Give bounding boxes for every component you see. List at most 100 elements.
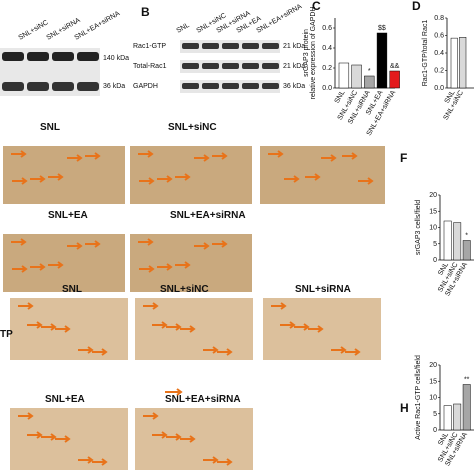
panel-label: SNL+EA+siRNA — [165, 394, 241, 405]
arrow — [280, 321, 296, 329]
bar — [389, 70, 400, 89]
blot-band — [262, 63, 279, 69]
arrow — [203, 456, 219, 464]
arrow — [180, 325, 196, 333]
arrow — [18, 302, 34, 310]
y-tick-label: 0.2 — [322, 65, 332, 72]
arrow — [30, 175, 46, 183]
y-tick-label: 0.6 — [434, 33, 444, 40]
blot-band — [242, 43, 259, 49]
arrow — [331, 346, 347, 354]
bar — [462, 240, 471, 261]
blot-band — [222, 63, 239, 69]
blot-band — [27, 52, 49, 61]
arrow — [152, 321, 168, 329]
arrow — [143, 302, 159, 310]
arrow — [175, 261, 191, 269]
side-label: TP — [0, 329, 13, 340]
blot-band — [77, 82, 99, 91]
arrow — [48, 173, 64, 181]
panel-label: SNL+EA — [45, 394, 85, 405]
arrow — [139, 177, 155, 185]
arrow — [48, 261, 64, 269]
bar — [453, 222, 462, 261]
arrow — [305, 173, 321, 181]
blot-band — [77, 52, 99, 61]
arrow — [166, 433, 182, 441]
arrow — [30, 263, 46, 271]
blot-band — [27, 82, 49, 91]
arrow — [138, 238, 154, 246]
bar — [351, 64, 362, 89]
y-axis-label: Active Rac1-GTP cells/field — [415, 355, 422, 440]
panel-label: SNL+EA+siRNA — [170, 210, 246, 221]
arrow — [217, 458, 233, 466]
arrow — [12, 177, 28, 185]
blot-band — [2, 52, 24, 61]
y-tick-label: 15 — [429, 208, 437, 215]
arrow — [11, 238, 27, 246]
arrow — [175, 173, 191, 181]
panel-label: SNL — [40, 122, 60, 133]
arrow — [139, 265, 155, 273]
arrow — [268, 150, 284, 158]
annotation: ** — [464, 377, 470, 384]
y-tick-label: 0.0 — [322, 85, 332, 92]
panel-letter: C — [312, 0, 321, 13]
arrow — [308, 325, 324, 333]
arrow — [27, 431, 43, 439]
arrow — [271, 302, 287, 310]
arrow — [152, 431, 168, 439]
annotation: $$ — [378, 25, 386, 32]
panel-label: SNL+siNC — [168, 122, 217, 133]
y-tick-label: 0.4 — [434, 50, 444, 57]
arrow — [294, 323, 310, 331]
panel-letter: H — [400, 401, 409, 415]
arrow — [217, 348, 233, 356]
annotation: * — [465, 233, 468, 240]
arrow — [138, 150, 154, 158]
lane-label: SNL+EA+siRNA — [74, 10, 122, 42]
blot-band — [182, 63, 199, 69]
lane-label: SNL — [176, 22, 191, 35]
arrow — [92, 458, 108, 466]
bar — [453, 403, 462, 431]
arrow — [18, 412, 34, 420]
bar — [376, 32, 388, 89]
y-tick-label: 20 — [429, 192, 437, 199]
lane-label: SNL+EA+siRNA — [256, 3, 304, 35]
arrow — [12, 265, 28, 273]
y-tick-label: 0 — [433, 257, 437, 264]
blot-band — [202, 63, 219, 69]
bar — [462, 384, 471, 431]
arrow — [41, 323, 57, 331]
y-tick-label: 10 — [429, 395, 437, 402]
y-tick-label: 0 — [433, 427, 437, 434]
arrow — [157, 175, 173, 183]
y-tick-label: 0.6 — [322, 25, 332, 32]
arrow — [27, 321, 43, 329]
blot-band — [202, 83, 219, 89]
panel-letter: F — [400, 151, 407, 165]
blot-band — [262, 43, 279, 49]
y-tick-label: 5 — [433, 241, 437, 248]
bar — [338, 62, 350, 89]
arrow — [342, 152, 358, 160]
bar — [459, 37, 467, 89]
arrow — [194, 154, 210, 162]
y-tick-label: 0.0 — [434, 85, 444, 92]
arrow — [194, 242, 210, 250]
arrow — [67, 154, 83, 162]
blot-band — [222, 83, 239, 89]
arrow — [11, 150, 27, 158]
arrow — [55, 435, 71, 443]
arrow — [166, 323, 182, 331]
arrow — [157, 263, 173, 271]
blot-band — [52, 52, 74, 61]
arrow — [212, 152, 228, 160]
row-label: Total-Rac1 — [133, 63, 167, 70]
arrow — [321, 154, 337, 162]
arrow — [85, 152, 101, 160]
bar — [443, 220, 452, 261]
